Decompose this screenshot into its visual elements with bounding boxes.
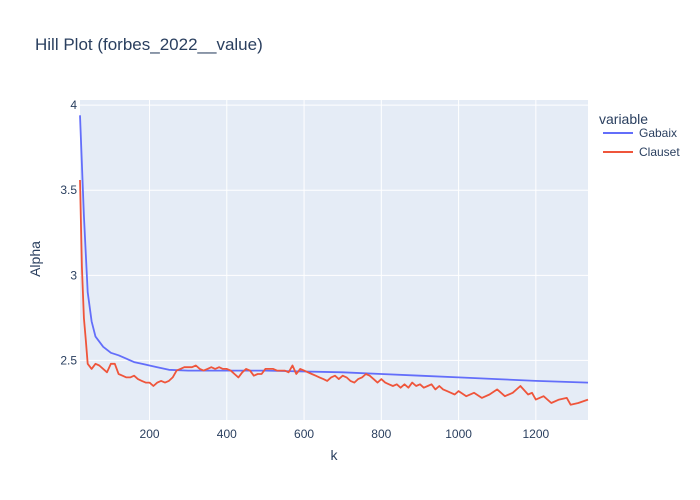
y-axis-title: Alpha xyxy=(27,241,43,277)
series-lines xyxy=(79,115,589,406)
legend-items: Gabaix Clauset xyxy=(603,126,680,159)
legend-label-clauset: Clauset xyxy=(639,145,680,159)
series-line-clauset xyxy=(79,179,589,406)
x-axis-title: k xyxy=(331,447,339,463)
gridlines xyxy=(80,100,588,420)
legend-label-gabaix: Gabaix xyxy=(639,126,677,140)
y-tick-label: 3 xyxy=(70,268,77,282)
x-tick-label: 600 xyxy=(294,427,314,441)
legend-title: variable xyxy=(599,111,648,127)
series-line-gabaix xyxy=(79,115,589,384)
y-tick-label: 4 xyxy=(70,98,77,112)
x-axis-ticks: 200 400 600 800 1000 1200 xyxy=(140,427,550,441)
x-tick-label: 200 xyxy=(140,427,160,441)
y-tick-label: 2.5 xyxy=(60,353,77,367)
x-tick-label: 1200 xyxy=(522,427,549,441)
x-tick-label: 400 xyxy=(217,427,237,441)
chart-title: Hill Plot (forbes_2022__value) xyxy=(35,35,263,54)
legend: variable Gabaix Clauset xyxy=(599,111,680,159)
x-tick-label: 800 xyxy=(371,427,391,441)
y-tick-label: 3.5 xyxy=(60,183,77,197)
y-axis-ticks: 2.5 3 3.5 4 xyxy=(60,98,77,367)
plot-area xyxy=(80,100,588,420)
x-tick-label: 1000 xyxy=(445,427,472,441)
